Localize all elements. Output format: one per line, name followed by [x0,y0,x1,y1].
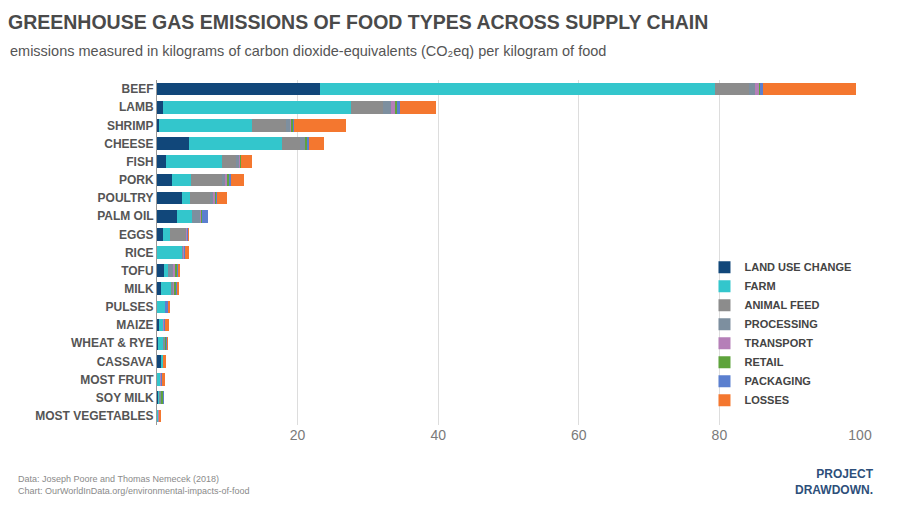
svg-text:PACKAGING: PACKAGING [744,375,810,387]
svg-text:GREENHOUSE GAS EMISSIONS OF FO: GREENHOUSE GAS EMISSIONS OF FOOD TYPES A… [8,11,708,33]
svg-text:MILK: MILK [124,282,154,296]
svg-text:Chart: OurWorldInData.org/envi: Chart: OurWorldInData.org/environmental-… [18,486,249,496]
svg-text:PORK: PORK [119,173,154,187]
svg-text:FARM: FARM [744,280,775,292]
svg-text:LOSSES: LOSSES [744,394,789,406]
svg-text:CHEESE: CHEESE [104,137,153,151]
svg-text:emissions measured in kilogram: emissions measured in kilograms of carbo… [10,43,606,59]
svg-text:BEEF: BEEF [122,82,154,96]
svg-text:WHEAT & RYE: WHEAT & RYE [71,336,154,350]
svg-text:SHRIMP: SHRIMP [107,119,154,133]
svg-text:POULTRY: POULTRY [98,191,154,205]
svg-text:40: 40 [430,427,446,443]
svg-text:EGGS: EGGS [119,228,154,242]
svg-text:TOFU: TOFU [121,264,153,278]
svg-text:60: 60 [571,427,587,443]
svg-text:SOY MILK: SOY MILK [96,391,154,405]
svg-text:PROCESSING: PROCESSING [744,318,817,330]
svg-text:100: 100 [848,427,872,443]
svg-text:Data: Joseph Poore and Thomas: Data: Joseph Poore and Thomas Nemecek (2… [18,474,219,484]
svg-text:LAMB: LAMB [119,100,154,114]
svg-text:RETAIL: RETAIL [744,356,783,368]
svg-text:FISH: FISH [126,155,153,169]
svg-text:MOST FRUIT: MOST FRUIT [80,373,154,387]
svg-text:PROJECTDRAWDOWN.: PROJECTDRAWDOWN. [795,467,874,497]
svg-text:RICE: RICE [125,246,154,260]
svg-text:CASSAVA: CASSAVA [97,355,154,369]
svg-text:PALM OIL: PALM OIL [97,209,153,223]
svg-text:20: 20 [290,427,306,443]
svg-text:MOST VEGETABLES: MOST VEGETABLES [35,409,153,423]
svg-text:LAND USE CHANGE: LAND USE CHANGE [744,261,851,273]
svg-text:ANIMAL FEED: ANIMAL FEED [744,299,819,311]
svg-text:MAIZE: MAIZE [116,318,153,332]
svg-text:PULSES: PULSES [106,300,154,314]
svg-text:TRANSPORT: TRANSPORT [744,337,813,349]
svg-text:80: 80 [712,427,728,443]
